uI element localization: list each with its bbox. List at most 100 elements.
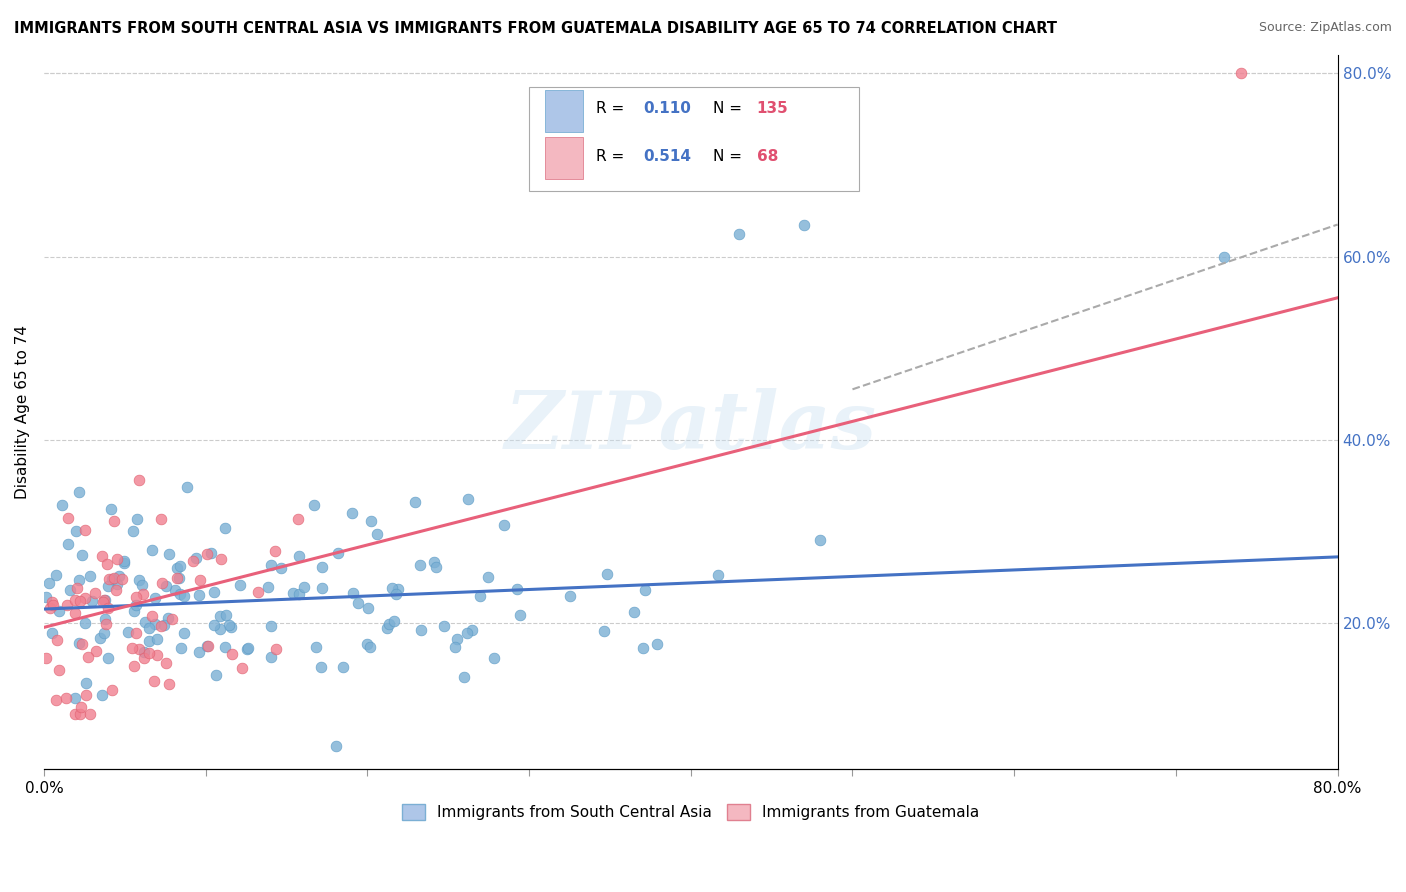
Point xyxy=(55,690,77,705)
Point xyxy=(104,582,127,597)
Point xyxy=(65,607,87,621)
Point xyxy=(125,512,148,526)
Point xyxy=(138,647,160,661)
Point xyxy=(128,573,150,587)
Point xyxy=(111,572,134,586)
Point xyxy=(188,574,211,588)
Point xyxy=(73,523,96,537)
Point xyxy=(375,621,398,635)
Point xyxy=(56,537,79,551)
Point xyxy=(124,598,146,612)
Point xyxy=(509,608,531,623)
Point xyxy=(260,558,283,572)
Point xyxy=(138,620,160,634)
Point xyxy=(128,642,150,657)
Point xyxy=(114,556,136,570)
Point xyxy=(128,473,150,487)
Point xyxy=(75,615,97,630)
Point xyxy=(236,641,259,656)
Point xyxy=(209,552,232,566)
Point xyxy=(105,576,128,591)
Point xyxy=(186,550,208,565)
Point xyxy=(132,587,155,601)
Point xyxy=(596,567,619,582)
Y-axis label: Disability Age 65 to 74: Disability Age 65 to 74 xyxy=(15,326,30,500)
Point xyxy=(260,619,283,633)
Point xyxy=(122,658,145,673)
Point xyxy=(79,706,101,721)
Point xyxy=(134,615,156,629)
Point xyxy=(204,667,226,681)
Point xyxy=(270,560,292,574)
FancyBboxPatch shape xyxy=(544,137,583,178)
Point xyxy=(309,660,332,674)
Point xyxy=(292,580,315,594)
Point xyxy=(188,588,211,602)
Text: Source: ZipAtlas.com: Source: ZipAtlas.com xyxy=(1258,21,1392,34)
Point xyxy=(305,640,328,654)
Point xyxy=(101,682,124,697)
Point xyxy=(360,514,382,528)
Point xyxy=(155,579,177,593)
Point xyxy=(593,624,616,639)
Point xyxy=(634,582,657,597)
Point xyxy=(381,581,404,595)
Point xyxy=(121,640,143,655)
Point xyxy=(38,601,60,615)
Point xyxy=(409,558,432,573)
Point xyxy=(1213,250,1236,264)
Point xyxy=(170,641,193,656)
Point xyxy=(51,498,73,512)
Point xyxy=(356,637,378,651)
Point xyxy=(91,595,114,609)
Point xyxy=(45,693,67,707)
Text: ZIPatlas: ZIPatlas xyxy=(505,388,877,466)
Point xyxy=(108,568,131,582)
Point xyxy=(311,582,333,596)
Point xyxy=(41,626,63,640)
Point xyxy=(91,549,114,563)
Point xyxy=(260,650,283,665)
Point xyxy=(195,547,218,561)
Point xyxy=(59,583,82,598)
Point xyxy=(131,578,153,592)
Point xyxy=(247,584,270,599)
Point xyxy=(382,615,405,629)
Point xyxy=(461,623,484,637)
Point xyxy=(181,554,204,568)
Point xyxy=(215,608,238,623)
Point xyxy=(84,644,107,658)
Point xyxy=(96,616,118,631)
Point xyxy=(142,673,165,688)
Point xyxy=(169,558,191,573)
Point xyxy=(97,579,120,593)
Point xyxy=(160,612,183,626)
Point xyxy=(214,521,236,535)
Point xyxy=(94,612,117,626)
Point xyxy=(93,592,115,607)
Point xyxy=(342,586,364,600)
Text: 0.110: 0.110 xyxy=(643,101,690,116)
Point xyxy=(326,546,349,560)
Point xyxy=(808,533,831,547)
Point xyxy=(80,594,103,608)
Point xyxy=(359,640,381,654)
Point xyxy=(311,560,333,574)
Point xyxy=(411,623,433,637)
Point xyxy=(157,611,180,625)
Point xyxy=(707,568,730,582)
Text: 135: 135 xyxy=(756,101,789,116)
Point xyxy=(97,650,120,665)
Point xyxy=(66,581,89,595)
Point xyxy=(385,587,408,601)
Point xyxy=(494,518,516,533)
Text: N =: N = xyxy=(713,149,747,164)
Point xyxy=(65,524,87,539)
Text: R =: R = xyxy=(596,101,630,116)
Point xyxy=(197,640,219,654)
Point xyxy=(793,218,815,232)
Point xyxy=(281,585,304,599)
Point xyxy=(112,554,135,568)
Point xyxy=(96,557,118,571)
Point xyxy=(97,572,120,586)
